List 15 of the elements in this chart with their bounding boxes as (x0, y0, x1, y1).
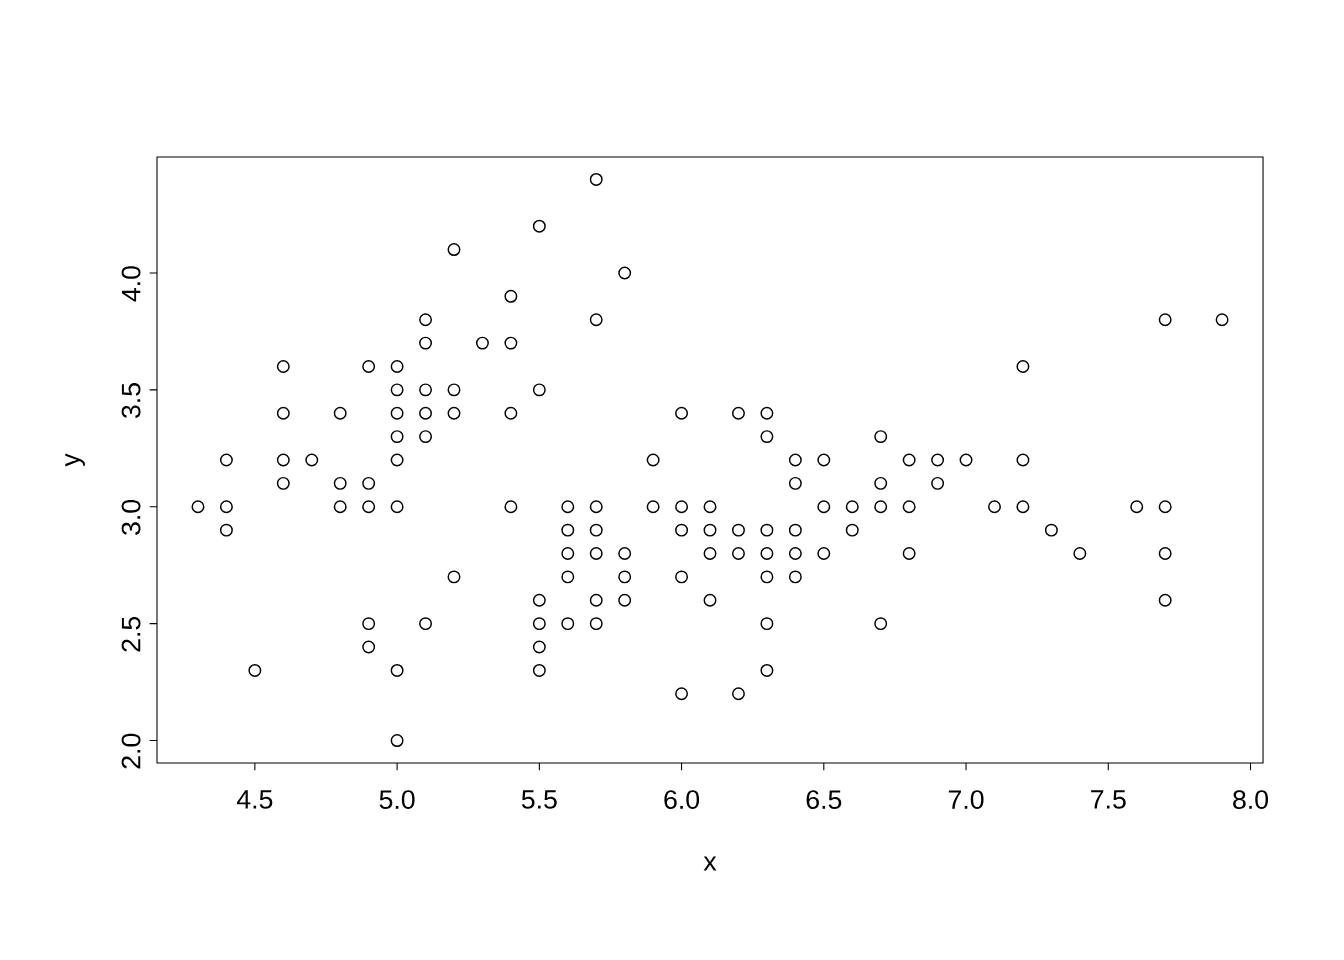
x-axis-title: x (703, 856, 717, 871)
y-tick-label: 3.5 (121, 383, 141, 419)
y-tick-label: 4.0 (121, 266, 141, 302)
y-axis-title: y (65, 453, 85, 467)
y-tick-label: 2.5 (121, 616, 141, 652)
x-tick-label: 8.0 (1233, 790, 1268, 810)
x-tick-label: 5.5 (521, 790, 557, 809)
x-tick-label: 6.5 (806, 790, 842, 810)
x-tick-label: 7.0 (948, 790, 984, 810)
x-tick-label: 4.5 (236, 790, 273, 809)
y-tick-label: 3.0 (121, 499, 141, 535)
x-tick-label: 6.0 (664, 790, 700, 810)
x-tick-label: 5.0 (379, 790, 415, 810)
y-tick-label: 2.0 (121, 733, 141, 769)
x-tick-label: 7.5 (1091, 790, 1126, 809)
